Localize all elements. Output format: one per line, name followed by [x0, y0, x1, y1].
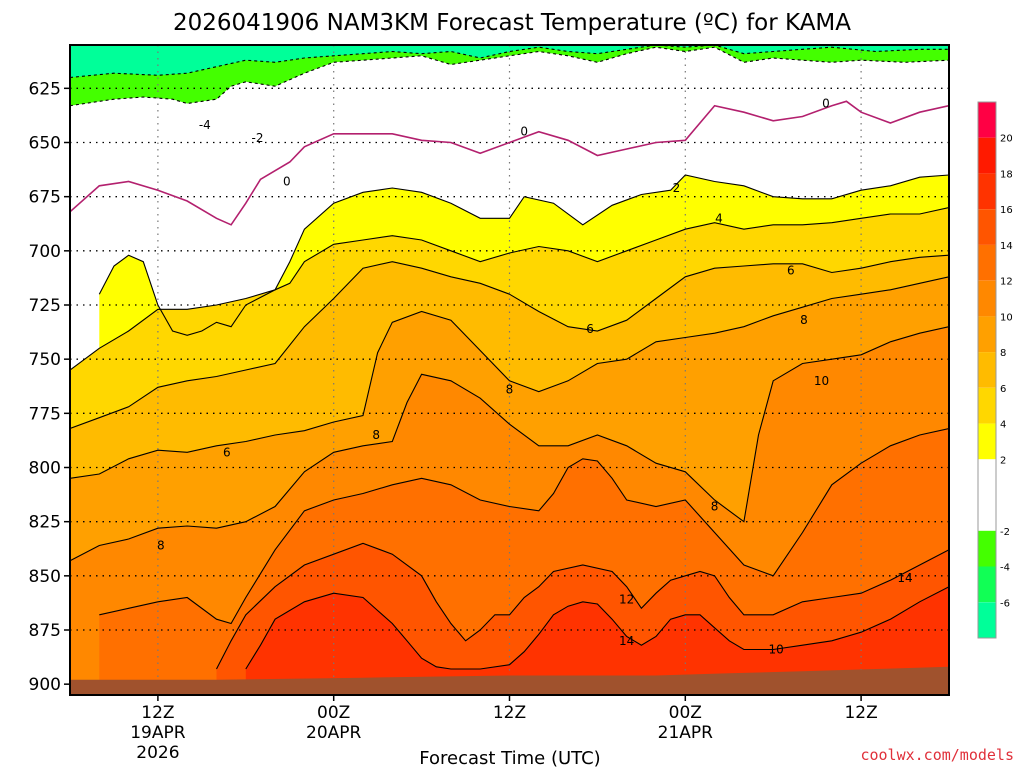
isotherm-labels: -4 -2 0 0 0 2 4 6 6 6 8 8 8 8 8 10 10 12 14 14 — [157, 97, 913, 657]
colorbar-label: 6 — [1000, 384, 1006, 395]
colorbar-label: 4 — [1000, 420, 1006, 431]
isotherm-label: 10 — [768, 643, 783, 657]
isotherm-label: 4 — [715, 211, 723, 225]
isotherm-label: -2 — [252, 131, 264, 145]
isotherm-label: 8 — [372, 428, 380, 442]
colorbar-label: 12 — [1000, 277, 1013, 288]
isotherm-14 — [216, 542, 949, 670]
colorbar-label: -2 — [1000, 527, 1010, 538]
isotherm-10 — [70, 326, 949, 562]
isotherm-label: 8 — [800, 313, 808, 327]
x-tick-label: 12Z — [844, 703, 877, 723]
isotherm-label: 8 — [506, 383, 514, 397]
isotherm-label: 6 — [223, 445, 231, 459]
colorbar-label: -6 — [1000, 598, 1010, 609]
band-fill-16 — [245, 586, 949, 695]
isotherm-label: -4 — [199, 118, 211, 132]
y-tick-label: 700 — [29, 242, 61, 262]
y-tick-label: 775 — [29, 404, 61, 424]
colorbar-label: 10 — [1000, 312, 1013, 323]
colorbar-label: 2 — [1000, 455, 1006, 466]
colorbar-swatch — [978, 209, 996, 245]
y-tick-label: 675 — [29, 188, 61, 208]
colorbar-swatch — [978, 316, 996, 353]
colorbar-swatch — [978, 244, 996, 281]
colorbar-swatch — [978, 102, 996, 138]
isotherm-label: 0 — [520, 125, 528, 139]
colorbar-swatch — [978, 280, 996, 317]
isotherm-4 — [70, 206, 949, 371]
isotherm-16 — [245, 586, 949, 670]
colorbar-swatch — [978, 387, 996, 424]
colorbar-swatch — [978, 530, 996, 567]
colorbar-swatch — [978, 352, 996, 388]
isotherm-label: 6 — [787, 263, 795, 277]
x-tick-label: 00Z — [317, 703, 350, 723]
isotherm-label: 8 — [157, 539, 165, 553]
y-tick-label: 650 — [29, 134, 61, 154]
colorbar-swatch — [978, 137, 996, 174]
isotherm-2 — [98, 174, 949, 336]
isotherm-0 — [70, 100, 949, 226]
isotherm-label: 10 — [814, 374, 829, 388]
temperature-bands — [70, 45, 949, 695]
isotherm-12 — [99, 427, 949, 625]
isotherm-8 — [70, 276, 949, 479]
colorbar-swatch — [978, 173, 996, 210]
colorbar-swatch — [978, 602, 996, 638]
colorbar-label: 16 — [1000, 205, 1013, 216]
x-tick-label: 12Z — [493, 703, 526, 723]
colorbar-label: 20 — [1000, 134, 1013, 145]
x-tick-label: 20APR — [306, 723, 362, 743]
colorbar: 20 18 16 14 12 10 8 6 4 2 -2 -4 -6 — [977, 101, 1013, 639]
y-axis: 625 650 675 700 725 750 775 800 825 850 875 900 — [29, 79, 70, 695]
isotherm-label: 12 — [619, 593, 634, 607]
isotherm-label: 2 — [673, 181, 681, 195]
isotherm-label: 8 — [711, 500, 719, 514]
x-tick-label: 2026 — [136, 743, 179, 763]
y-tick-label: 875 — [29, 621, 61, 641]
plot-area: -4 -2 0 0 0 2 4 6 6 6 8 8 8 8 8 10 10 12 14 14 — [70, 45, 949, 695]
y-tick-label: 900 — [29, 675, 61, 695]
colorbar-swatch — [978, 566, 996, 603]
isotherm-label: 6 — [586, 322, 594, 336]
isotherm-6 — [70, 254, 949, 430]
colorbar-swatch — [978, 459, 996, 531]
isotherm-label: 14 — [897, 571, 912, 585]
colorbar-label: 14 — [1000, 241, 1013, 252]
colorbar-swatch — [978, 423, 996, 460]
isotherm-label: 0 — [283, 175, 291, 189]
terrain-ground — [70, 666, 949, 695]
y-tick-label: 800 — [29, 459, 61, 479]
y-tick-label: 825 — [29, 513, 61, 533]
chart-title: 2026041906 NAM3KM Forecast Temperature (… — [173, 10, 851, 36]
y-tick-label: 850 — [29, 567, 61, 587]
x-tick-label: 21APR — [658, 723, 714, 743]
y-tick-label: 625 — [29, 79, 61, 99]
x-tick-label: 12Z — [141, 703, 174, 723]
grid-lines — [70, 45, 949, 695]
x-axis-label: Forecast Time (UTC) — [419, 748, 600, 768]
x-tick-label: 00Z — [669, 703, 702, 723]
colorbar-label: 18 — [1000, 170, 1013, 181]
isotherm-lines — [70, 45, 949, 670]
x-tick-label: 19APR — [130, 723, 186, 743]
colorbar-label: 8 — [1000, 348, 1006, 359]
y-tick-label: 750 — [29, 350, 61, 370]
colorbar-label: -4 — [1000, 563, 1010, 574]
colorbar-frame — [977, 101, 997, 639]
y-tick-label: 725 — [29, 296, 61, 316]
isotherm-label: 14 — [619, 634, 634, 648]
isotherm-label: 0 — [822, 97, 830, 111]
credit-label: coolwx.com/models — [860, 746, 1014, 764]
